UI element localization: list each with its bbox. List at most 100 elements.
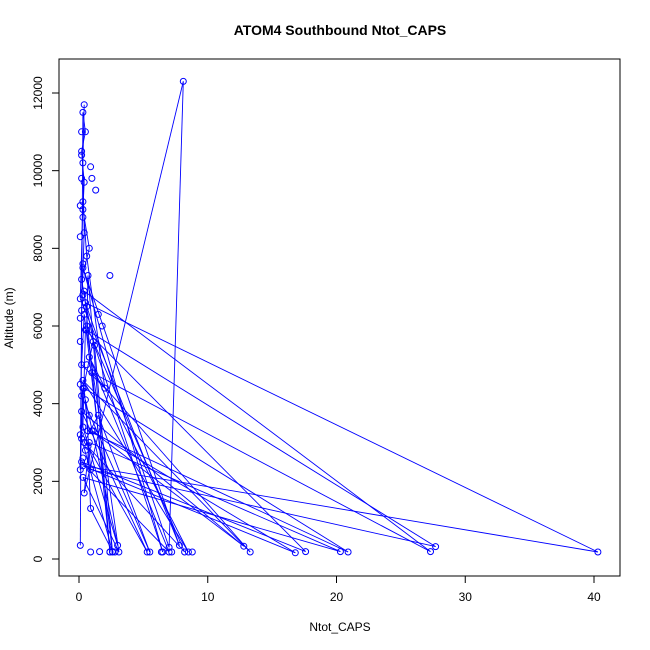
series-segment xyxy=(81,461,170,553)
y-axis: 0 2000 4000 6000 8000 10000 12000 xyxy=(31,76,60,562)
data-point xyxy=(87,163,95,171)
series-segment xyxy=(86,329,436,547)
data-point xyxy=(76,314,84,322)
data-point xyxy=(87,466,95,474)
x-tick-label: 20 xyxy=(330,590,344,604)
series-segment xyxy=(79,298,180,546)
series-segment xyxy=(87,446,148,553)
data-point xyxy=(80,287,88,295)
data-point xyxy=(80,101,88,109)
data-point xyxy=(87,548,95,556)
y-tick-label: 12000 xyxy=(31,76,45,110)
data-point xyxy=(111,548,119,556)
x-tick-label: 40 xyxy=(587,590,601,604)
data-point xyxy=(81,446,89,454)
data-point xyxy=(78,458,86,466)
data-point xyxy=(78,147,86,155)
series-segment xyxy=(84,302,170,548)
data-point xyxy=(85,411,93,419)
data-point xyxy=(109,548,116,556)
data-point xyxy=(83,303,91,311)
data-point xyxy=(179,77,187,85)
series-segment xyxy=(84,399,119,546)
data-point xyxy=(84,427,92,435)
chart-title: ATOM4 Southbound Ntot_CAPS xyxy=(234,22,447,38)
y-tick-label: 10000 xyxy=(31,154,45,188)
data-point xyxy=(336,548,344,556)
series-segment xyxy=(91,430,296,554)
data-point xyxy=(85,244,93,252)
data-point xyxy=(146,548,154,556)
data-point xyxy=(78,174,86,182)
data-point xyxy=(81,396,89,404)
series-segment xyxy=(82,476,341,553)
data-point xyxy=(165,548,173,556)
data-point xyxy=(76,380,84,388)
data-point xyxy=(78,275,86,283)
x-tick-label: 10 xyxy=(201,590,215,604)
data-point xyxy=(76,541,84,549)
series-segment xyxy=(83,388,92,470)
data-point xyxy=(94,310,102,318)
data-point xyxy=(106,272,114,279)
data-point xyxy=(80,489,88,497)
data-point xyxy=(83,252,91,260)
x-axis: 0 10 20 30 40 xyxy=(76,575,601,604)
data-point xyxy=(101,384,109,392)
series-lines xyxy=(79,81,599,554)
data-point xyxy=(246,548,254,556)
series-segment xyxy=(90,469,436,548)
data-point xyxy=(79,423,87,431)
series-segment xyxy=(82,162,85,233)
data-point xyxy=(76,431,84,439)
data-point xyxy=(188,548,196,556)
y-axis-label: Altitude (m) xyxy=(2,287,16,348)
data-point xyxy=(175,541,183,549)
data-point xyxy=(96,548,104,556)
series-segment xyxy=(83,291,111,553)
series-segment xyxy=(83,290,431,552)
data-point xyxy=(76,233,84,241)
data-point xyxy=(79,213,87,221)
data-point xyxy=(88,174,96,182)
series-segment xyxy=(86,325,186,553)
data-point xyxy=(76,466,84,474)
y-tick-label: 0 xyxy=(31,555,45,562)
data-point xyxy=(302,548,310,556)
data-point xyxy=(79,291,87,299)
data-point xyxy=(79,260,87,268)
data-point xyxy=(76,202,84,210)
y-tick-label: 8000 xyxy=(31,235,45,262)
data-point xyxy=(91,341,98,349)
data-point xyxy=(83,361,91,369)
series-segment xyxy=(90,508,113,552)
data-point xyxy=(79,108,87,116)
series-segment xyxy=(81,395,151,553)
data-point xyxy=(83,322,91,330)
series-segment xyxy=(91,372,251,553)
series-segment xyxy=(82,465,598,553)
series-segment xyxy=(91,372,431,552)
data-point xyxy=(89,427,97,435)
series-segment xyxy=(83,81,184,494)
data-point xyxy=(79,159,87,167)
series-segment xyxy=(81,411,245,547)
data-point xyxy=(291,549,299,557)
series-segment xyxy=(82,465,296,554)
data-point xyxy=(432,543,440,551)
series-segment xyxy=(81,411,148,553)
data-point xyxy=(114,541,122,549)
x-tick-label: 30 xyxy=(459,590,473,604)
data-point xyxy=(168,548,176,556)
data-point xyxy=(88,369,96,377)
data-point xyxy=(81,128,89,136)
data-point xyxy=(92,186,100,194)
data-point xyxy=(84,272,92,279)
series-segment xyxy=(87,446,92,509)
data-point xyxy=(94,411,102,419)
series-segment xyxy=(86,329,120,553)
data-point xyxy=(427,548,434,556)
series-segment xyxy=(83,387,349,553)
